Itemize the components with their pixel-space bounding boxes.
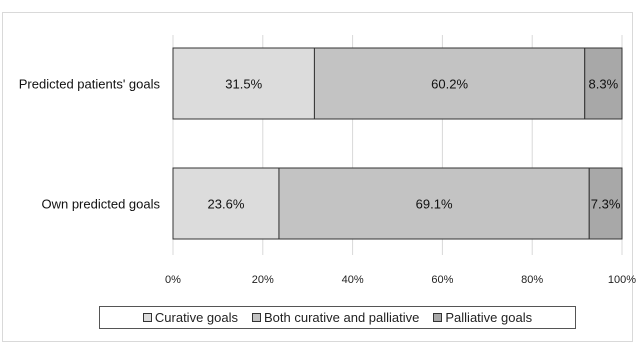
legend-item: Palliative goals (433, 310, 532, 325)
bar-segment (172, 167, 280, 240)
data-label: 7.3% (591, 197, 621, 212)
legend-label: Curative goals (154, 310, 238, 325)
x-tick-label: 40% (342, 274, 364, 286)
bar-segment (278, 167, 590, 240)
x-tick-label: 0% (165, 274, 181, 286)
category-label: Own predicted goals (41, 197, 160, 212)
x-tick-label: 60% (431, 274, 453, 286)
legend-label: Palliative goals (445, 310, 533, 325)
bar-segment (588, 167, 623, 240)
legend-item: Curative goals (142, 310, 238, 325)
legend-swatch (142, 313, 152, 322)
bar-segment (313, 47, 586, 120)
bars (172, 47, 623, 240)
bar-segment (584, 47, 623, 120)
x-tick-label: 20% (252, 274, 274, 286)
x-tick-label: 80% (521, 274, 543, 286)
x-tick-label: 100% (608, 274, 636, 286)
data-label: 60.2% (431, 77, 468, 92)
chart-frame (2, 12, 633, 342)
legend: Curative goals Both curative and palliati… (99, 306, 576, 329)
legend-label: Both curative and palliative (264, 310, 420, 325)
data-label: 31.5% (225, 77, 262, 92)
legend-item: Both curative and palliative (252, 310, 419, 325)
data-label: 8.3% (589, 77, 619, 92)
bar-segment (172, 47, 315, 120)
legend-swatch (433, 313, 443, 322)
data-label: 69.1% (416, 197, 453, 212)
labels: 0% 20% 40% 60% 80% 100% 31.5% 60.2% 8.3% Predicte… (19, 77, 636, 287)
legend-swatch (252, 313, 261, 322)
data-label: 23.6% (208, 197, 245, 212)
category-label: Predicted patients' goals (19, 77, 161, 92)
